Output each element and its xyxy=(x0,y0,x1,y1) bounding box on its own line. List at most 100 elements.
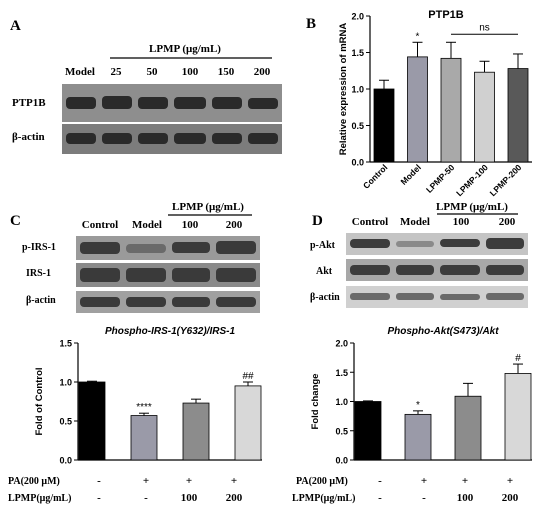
blot-strip-pakt xyxy=(346,233,528,255)
blot-band xyxy=(486,238,524,249)
treatment-cell: - xyxy=(97,492,101,504)
panel-d-lane-label: Control xyxy=(352,216,388,228)
y-tick-label: 1.5 xyxy=(351,48,364,58)
blot-band xyxy=(80,268,120,282)
blot-band xyxy=(80,242,120,254)
treatment-row2-label: LPMP(μg/mL) xyxy=(8,493,71,504)
blot-band xyxy=(212,133,242,144)
panel-d-row-label: Akt xyxy=(316,266,333,277)
panel-d-treatment-header: LPMP (μg/mL) xyxy=(436,201,508,213)
treatment-cell: - xyxy=(378,492,382,504)
bar xyxy=(373,88,395,163)
panel-a-lane-label: 100 xyxy=(182,66,199,78)
significance-bracket-label: ns xyxy=(479,22,490,33)
treatment-cell: - xyxy=(97,475,101,487)
treatment-cell: - xyxy=(144,492,148,504)
treatment-cell: 100 xyxy=(181,492,198,504)
panel-d-row-label: β-actin xyxy=(310,292,340,303)
panel-d-row-label: p-Akt xyxy=(310,240,336,251)
bar xyxy=(507,68,529,163)
panel-a-lane-label: 25 xyxy=(111,66,123,78)
blot-band xyxy=(248,133,278,144)
y-axis-label: Fold of Control xyxy=(34,367,45,435)
y-tick-label: 0.0 xyxy=(351,158,364,168)
bar xyxy=(78,381,106,461)
treatment-row2-label: LPMP(μg/mL) xyxy=(292,493,355,504)
significance-marker: **** xyxy=(136,402,152,413)
blot-band xyxy=(396,293,434,300)
y-tick-label: 1.0 xyxy=(59,378,72,388)
blot-band xyxy=(212,97,242,109)
y-axis-label: Fold change xyxy=(310,374,321,430)
chart-c-pirs1: Phospho-IRS-1(Y632)/IRS-1 0.0 0.5 1.0 1.5 Fol… xyxy=(34,326,262,466)
panel-d-lane-label: 100 xyxy=(453,216,470,228)
panel-label-d: D xyxy=(312,213,323,229)
bar xyxy=(407,56,428,163)
blot-band xyxy=(216,241,256,254)
blot-band xyxy=(350,293,390,300)
bar xyxy=(474,71,495,163)
panel-c-lane-label: Model xyxy=(132,219,162,231)
blot-band xyxy=(174,97,206,109)
treatment-cell: 100 xyxy=(457,492,474,504)
blot-band xyxy=(440,239,480,247)
bar xyxy=(354,401,382,461)
chart-d-pakt: Phospho-Akt(S473)/Akt 0.0 0.5 1.0 1.5 2.0 Fold… xyxy=(310,326,532,466)
treatment-table-d: PA(200 μM) LPMP(μg/mL) - + + + - - 100 2… xyxy=(292,475,519,504)
treatment-row1-label: PA(200 μM) xyxy=(8,476,60,487)
blot-band xyxy=(486,265,524,275)
y-tick-label: 2.0 xyxy=(351,12,364,22)
bar xyxy=(130,415,158,461)
treatment-cell: + xyxy=(421,475,427,487)
x-tick-label: LPMP-50 xyxy=(424,162,457,195)
blot-band xyxy=(126,244,166,253)
panel-c-row-label: β-actin xyxy=(26,295,56,306)
blot-band xyxy=(396,241,434,247)
significance-marker: * xyxy=(416,400,420,411)
x-tick-label: LPMP-200 xyxy=(488,162,524,198)
y-tick-label: 0.0 xyxy=(59,456,72,466)
y-axis-label: Relative expression of mRNA xyxy=(338,23,349,156)
significance-marker: # xyxy=(515,353,521,364)
treatment-cell: 200 xyxy=(502,492,519,504)
treatment-row1-label: PA(200 μM) xyxy=(296,476,348,487)
treatment-cell: + xyxy=(143,475,149,487)
blot-strip-ptp1b xyxy=(62,84,282,122)
treatment-cell: + xyxy=(462,475,468,487)
blot-band xyxy=(66,133,96,144)
treatment-cell: + xyxy=(507,475,513,487)
panel-d-lane-label: Model xyxy=(400,216,430,228)
panel-c-row-label: p-IRS-1 xyxy=(22,242,56,253)
panel-label-b: B xyxy=(306,16,316,32)
blot-band xyxy=(126,297,166,307)
y-tick-label: 1.5 xyxy=(59,339,72,349)
blot-band xyxy=(80,297,120,307)
blot-band xyxy=(138,133,168,144)
panel-a-treatment-header: LPMP (μg/mL) xyxy=(149,43,221,55)
x-tick-label: Control xyxy=(361,162,389,190)
bar xyxy=(440,57,462,163)
y-tick-label: 1.0 xyxy=(351,85,364,95)
treatment-table-c: PA(200 μM) LPMP(μg/mL) - + + + - - 100 2… xyxy=(8,475,243,504)
panel-c-lane-label: 200 xyxy=(226,219,243,231)
blot-band xyxy=(172,297,210,307)
x-tick-label: Model xyxy=(398,162,422,186)
chart-title: PTP1B xyxy=(428,9,464,21)
blot-band xyxy=(66,97,96,109)
panel-a-row-label: PTP1B xyxy=(12,97,46,109)
bar xyxy=(234,385,262,461)
blot-strip-actin xyxy=(62,124,282,154)
blot-strip-akt xyxy=(346,259,528,281)
y-tick-label: 1.0 xyxy=(335,397,348,407)
bar xyxy=(504,373,532,461)
panel-c-lane-label: 100 xyxy=(182,219,199,231)
treatment-cell: + xyxy=(231,475,237,487)
panel-a-lane-label: Model xyxy=(65,66,95,78)
panel-c-blot: LPMP (μg/mL) Control Model 100 200 p-IRS… xyxy=(22,201,260,313)
panel-a-lane-label: 200 xyxy=(254,66,271,78)
blot-band xyxy=(440,265,480,275)
treatment-cell: + xyxy=(186,475,192,487)
blot-band xyxy=(174,133,206,144)
panel-c-lane-label: Control xyxy=(82,219,118,231)
